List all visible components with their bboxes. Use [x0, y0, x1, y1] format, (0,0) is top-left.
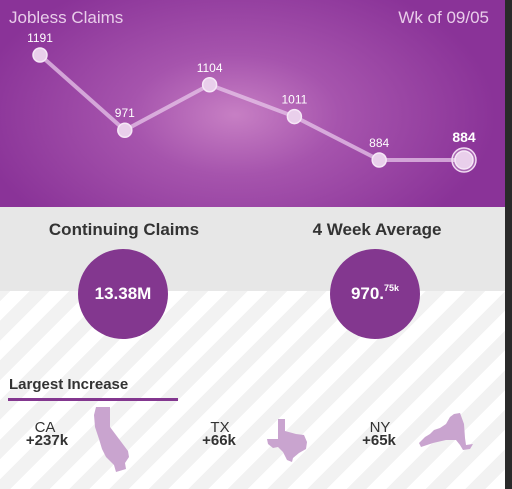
data-label: 1104 [197, 61, 223, 75]
data-label: 1191 [27, 31, 53, 45]
series-line-segment [207, 82, 297, 119]
state-code-ca: CA [34, 419, 56, 436]
four-week-average-value: 970. 75k [330, 249, 420, 339]
data-label: 1011 [281, 93, 307, 107]
california-icon [94, 407, 129, 472]
four-week-average-number: 970. [350, 284, 385, 303]
data-label: 971 [115, 106, 135, 120]
data-point[interactable] [117, 122, 133, 138]
state-code-tx: TX [210, 419, 230, 436]
series-line-segment [122, 82, 212, 133]
four-week-average-label: 4 Week Average [312, 220, 442, 239]
state-delta-ny: +65k [362, 432, 396, 449]
data-point[interactable] [286, 108, 303, 125]
largest-increase-title: Largest Increase [9, 376, 129, 393]
series-line-segment [292, 114, 382, 162]
title-underline [8, 398, 178, 401]
state-delta-tx: +66k [202, 432, 236, 449]
new-york-icon [419, 413, 473, 450]
data-label: 884 [369, 136, 389, 150]
state-code-ny: NY [369, 419, 391, 436]
series-line-segment [38, 53, 127, 133]
data-label: 884 [452, 129, 476, 145]
continuing-claims-label: Continuing Claims [48, 220, 200, 239]
week-label: Wk of 09/05 [398, 8, 489, 27]
state-delta-ca: +237k [25, 432, 69, 449]
data-point[interactable] [32, 47, 48, 63]
continuing-claims-number: 13.38M [94, 284, 152, 303]
chart-panel: 1191 971 1104 1011 884 884 Jobless Claims Wk … [0, 0, 505, 207]
continuing-claims-value: 13.38M [78, 249, 168, 339]
chart-title: Jobless Claims [9, 8, 124, 27]
data-point[interactable] [201, 77, 218, 93]
jobless-claims-chart: 1191 971 1104 1011 884 884 [27, 31, 477, 173]
texas-icon [267, 419, 307, 462]
data-point[interactable] [371, 152, 387, 168]
four-week-average-suffix: 75k [384, 283, 400, 293]
lower-section [0, 291, 505, 489]
data-point[interactable] [454, 150, 474, 170]
